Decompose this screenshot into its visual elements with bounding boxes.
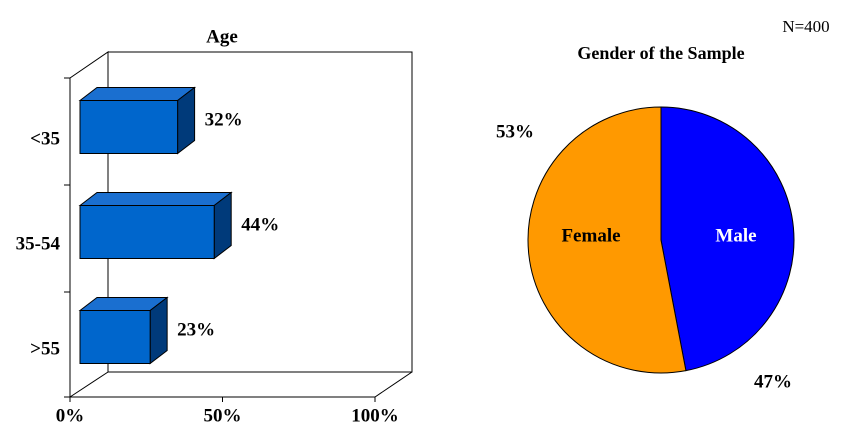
bar-top xyxy=(78,87,197,101)
data-label: 47% xyxy=(754,371,792,392)
pie-slice xyxy=(527,106,687,374)
pie-slice xyxy=(660,106,795,372)
y-tick-label: <35 xyxy=(30,128,60,149)
annotation: N=400 xyxy=(782,17,829,36)
data-label: 53% xyxy=(496,121,534,142)
chart-title: Gender of the Sample xyxy=(577,43,744,63)
x-tick-label: 0% xyxy=(56,405,85,426)
bar-top xyxy=(78,192,233,206)
bar xyxy=(79,310,151,364)
x-tick-label: 50% xyxy=(204,405,242,426)
bar xyxy=(79,205,215,259)
data-label: 32% xyxy=(205,109,243,130)
data-label: 23% xyxy=(177,319,215,340)
y-tick-label: 35-54 xyxy=(16,233,61,254)
x-tick-label: 100% xyxy=(351,405,399,426)
slice-label: Male xyxy=(715,225,756,246)
slice-label: Female xyxy=(561,225,620,246)
bar xyxy=(79,100,179,154)
chart-title: Age xyxy=(206,26,238,47)
y-tick-label: >55 xyxy=(30,338,60,359)
data-label: 44% xyxy=(241,214,279,235)
